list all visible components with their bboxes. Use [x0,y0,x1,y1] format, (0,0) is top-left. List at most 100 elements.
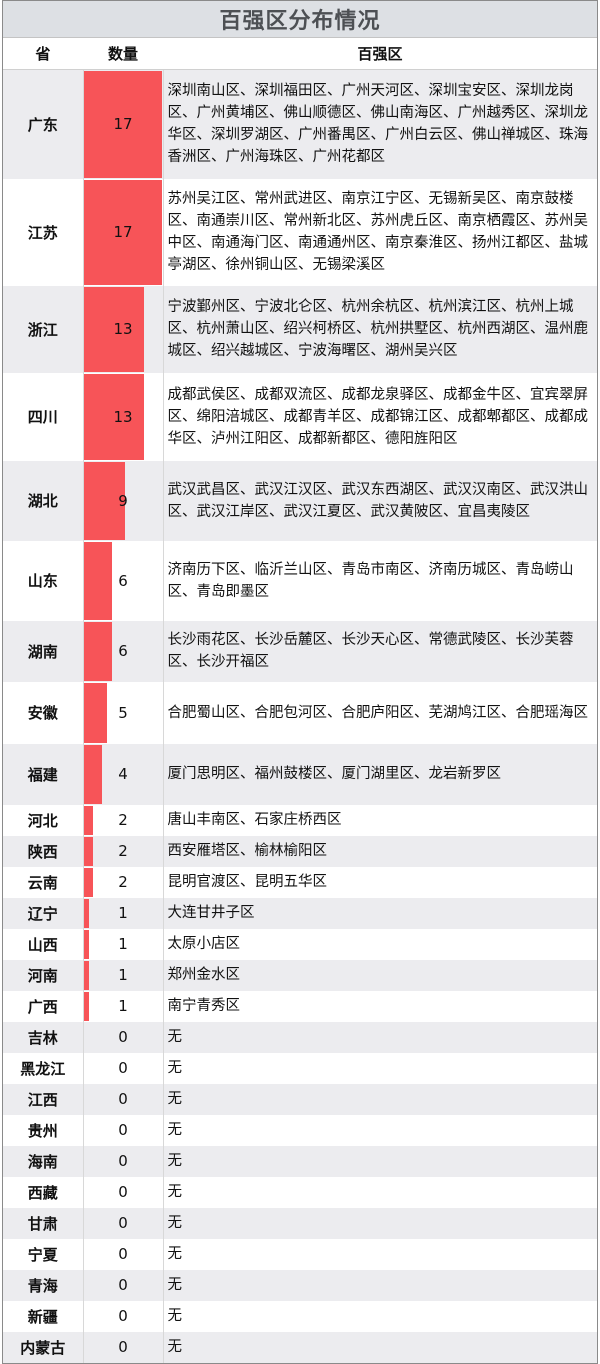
count-cell: 0 [83,1300,164,1332]
province-cell: 内蒙古 [3,1331,84,1363]
count-value: 0 [118,1090,128,1108]
count-cell: 0 [83,1238,164,1270]
districts-cell: 无 [163,1083,597,1115]
count-cell: 0 [83,1052,164,1084]
districts-cell: 南宁青秀区 [163,990,597,1022]
province-cell: 江西 [3,1083,84,1115]
count-cell: 1 [83,897,164,929]
districts-cell: 深圳南山区、深圳福田区、广州天河区、深圳宝安区、深圳龙岗区、广州黄埔区、佛山顺德… [163,69,597,179]
count-bar [83,960,89,990]
districts-cell: 无 [163,1238,597,1270]
distribution-table: 省 数量 百强区 广东 17 深圳南山区、深圳福田区、广州天河区、深圳宝安区、深圳龙… [3,38,597,1363]
count-value: 1 [118,966,128,984]
count-cell: 13 [83,285,164,373]
count-cell: 0 [83,1331,164,1363]
table-row: 浙江 13 宁波鄞州区、宁波北仑区、杭州余杭区、杭州滨江区、杭州上城区、杭州萧山区、… [3,285,597,373]
province-cell: 西藏 [3,1176,84,1208]
province-cell: 山西 [3,928,84,960]
count-bar [83,286,144,372]
count-bar [83,461,125,540]
province-cell: 浙江 [3,285,84,373]
districts-cell: 无 [163,1176,597,1208]
count-value: 2 [118,873,128,891]
table-header-row: 省 数量 百强区 [3,38,597,70]
table-row: 四川 13 成都武侯区、成都双流区、成都龙泉驿区、成都金牛区、宜宾翠屏区、绵阳涪城区… [3,372,597,461]
table-row: 安徽 5 合肥蜀山区、合肥包河区、合肥庐阳区、芜湖鸠江区、合肥瑶海区 [3,681,597,744]
table-row: 新疆 0 无 [3,1300,597,1332]
count-value: 0 [118,1276,128,1294]
count-value: 5 [118,703,128,722]
province-cell: 宁夏 [3,1238,84,1270]
count-bar [83,836,93,866]
table-row: 福建 4 厦门思明区、福州鼓楼区、厦门湖里区、龙岩新罗区 [3,743,597,805]
count-value: 6 [118,642,128,660]
count-value: 0 [118,1152,128,1170]
districts-cell: 唐山丰南区、石家庄桥西区 [163,804,597,836]
table-row: 宁夏 0 无 [3,1238,597,1270]
count-value: 0 [118,1028,128,1046]
count-bar [83,929,89,959]
count-bar [83,179,162,285]
count-bar [83,898,89,928]
province-cell: 黑龙江 [3,1052,84,1084]
province-cell: 河南 [3,959,84,991]
province-cell: 新疆 [3,1300,84,1332]
count-cell: 5 [83,681,164,744]
count-cell: 17 [83,178,164,286]
province-cell: 福建 [3,743,84,805]
districts-cell: 成都武侯区、成都双流区、成都龙泉驿区、成都金牛区、宜宾翠屏区、绵阳涪城区、成都青… [163,372,597,461]
districts-cell: 无 [163,1300,597,1332]
districts-cell: 太原小店区 [163,928,597,960]
count-value: 0 [118,1121,128,1139]
count-value: 0 [118,1338,128,1356]
count-cell: 4 [83,743,164,805]
count-cell: 0 [83,1021,164,1053]
districts-cell: 无 [163,1021,597,1053]
count-value: 13 [113,407,133,426]
districts-cell: 无 [163,1207,597,1239]
count-bar [83,867,93,897]
districts-cell: 宁波鄞州区、宁波北仑区、杭州余杭区、杭州滨江区、杭州上城区、杭州萧山区、绍兴柯桥… [163,285,597,373]
count-cell: 2 [83,835,164,867]
count-bar [83,991,89,1021]
table-row: 甘肃 0 无 [3,1207,597,1239]
count-value: 0 [118,1059,128,1077]
count-cell: 17 [83,69,164,179]
province-cell: 吉林 [3,1021,84,1053]
table-row: 山东 6 济南历下区、临沂兰山区、青岛市南区、济南历城区、青岛崂山区、青岛即墨区 [3,540,597,621]
count-value: 17 [113,223,133,241]
table-row: 广西 1 南宁青秀区 [3,990,597,1022]
districts-cell: 合肥蜀山区、合肥包河区、合肥庐阳区、芜湖鸠江区、合肥瑶海区 [163,681,597,744]
count-value: 2 [118,811,128,829]
count-bar [83,541,112,620]
districts-cell: 无 [163,1114,597,1146]
province-cell: 广东 [3,69,84,179]
table-row: 贵州 0 无 [3,1114,597,1146]
districts-cell: 武汉武昌区、武汉江汉区、武汉东西湖区、武汉汉南区、武汉洪山区、武汉江岸区、武汉江… [163,460,597,541]
count-cell: 2 [83,804,164,836]
province-cell: 海南 [3,1145,84,1177]
count-cell: 13 [83,372,164,461]
count-cell: 6 [83,620,164,682]
count-cell: 1 [83,928,164,960]
table-row: 陕西 2 西安雁塔区、榆林榆阳区 [3,835,597,867]
districts-cell: 无 [163,1145,597,1177]
count-value: 1 [118,997,128,1015]
province-cell: 广西 [3,990,84,1022]
count-value: 0 [118,1214,128,1232]
count-cell: 2 [83,866,164,898]
province-cell: 四川 [3,372,84,461]
province-cell: 湖北 [3,460,84,541]
table-row: 江苏 17 苏州吴江区、常州武进区、南京江宁区、无锡新吴区、南京鼓楼区、南通崇川区、… [3,178,597,286]
title-bar: 百强区分布情况 [3,1,597,38]
count-value: 1 [118,904,128,922]
districts-cell: 济南历下区、临沂兰山区、青岛市南区、济南历城区、青岛崂山区、青岛即墨区 [163,540,597,621]
table-row: 海南 0 无 [3,1145,597,1177]
count-cell: 1 [83,959,164,991]
count-cell: 0 [83,1207,164,1239]
districts-cell: 厦门思明区、福州鼓楼区、厦门湖里区、龙岩新罗区 [163,743,597,805]
province-cell: 青海 [3,1269,84,1301]
count-cell: 6 [83,540,164,621]
table-row: 湖北 9 武汉武昌区、武汉江汉区、武汉东西湖区、武汉汉南区、武汉洪山区、武汉江岸区、… [3,460,597,541]
